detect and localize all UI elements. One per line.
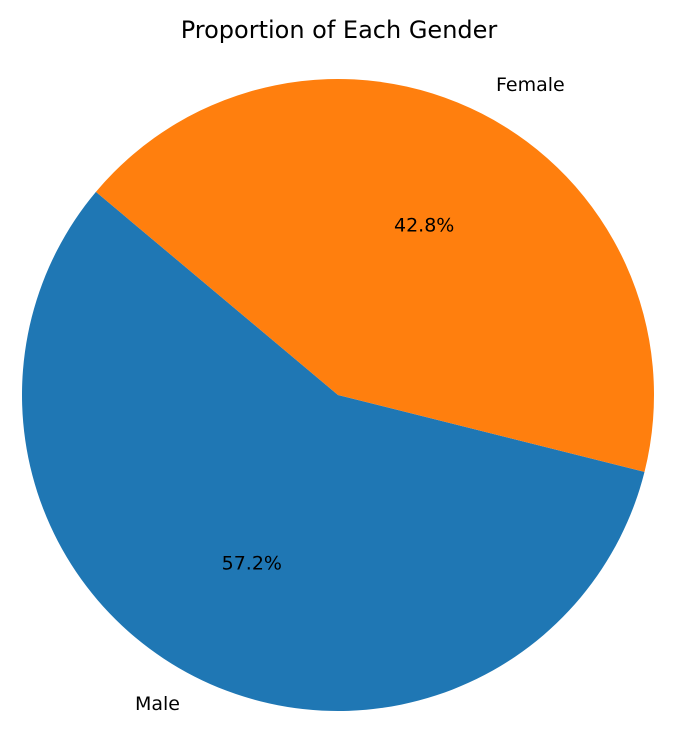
slice-label-female: Female xyxy=(496,74,565,96)
pie-slice-female xyxy=(95,78,655,472)
pie-labels: Male 57.2% Female 42.8% xyxy=(135,74,565,715)
pct-label-male: 57.2% xyxy=(222,552,282,574)
slice-label-male: Male xyxy=(135,693,180,715)
pct-label-female: 42.8% xyxy=(394,215,454,237)
chart-title: Proportion of Each Gender xyxy=(181,16,498,44)
pie-slices xyxy=(22,78,655,711)
pie-slice-male xyxy=(22,191,645,711)
